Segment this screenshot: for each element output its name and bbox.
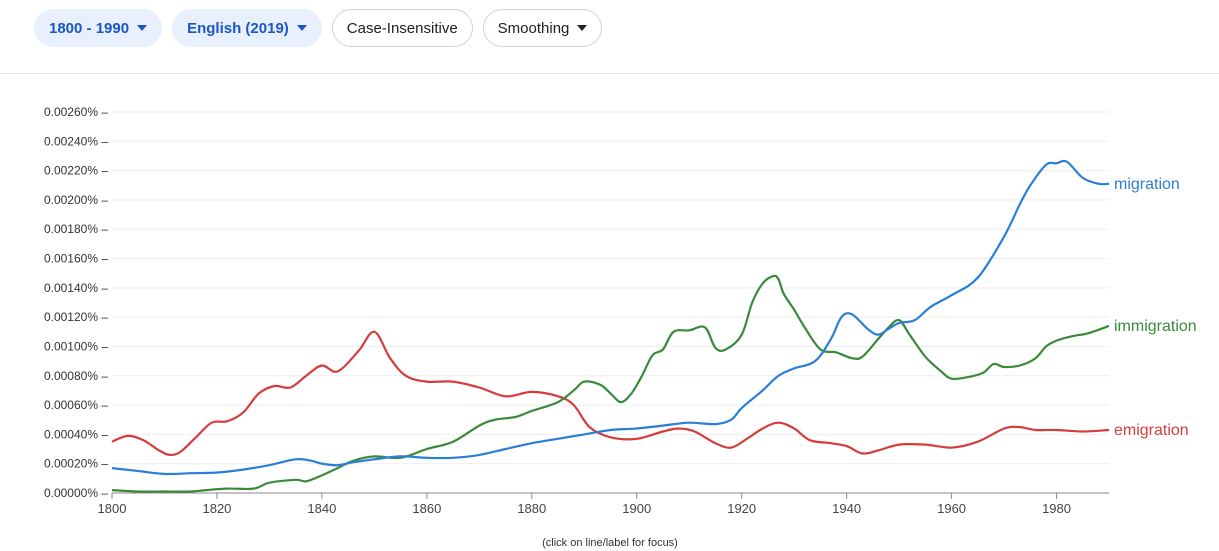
y-tick-label: 0.00220% – <box>44 164 108 178</box>
series-lines[interactable] <box>111 159 1110 493</box>
x-tick-label: 1860 <box>412 501 441 516</box>
y-tick-label: 0.00080% – <box>44 369 108 383</box>
y-tick-label: 0.00060% – <box>44 398 108 412</box>
caret-down-icon <box>296 25 307 31</box>
x-tick-label: 1880 <box>517 501 546 516</box>
series-label-immigration[interactable]: immigration <box>1114 318 1197 335</box>
y-tick-label: 0.00020% – <box>44 457 108 471</box>
case-insensitive-toggle[interactable]: Case-Insensitive <box>331 9 473 47</box>
y-tick-label: 0.00160% – <box>44 252 108 266</box>
y-tick-label: 0.00000% – <box>44 486 108 500</box>
caret-down-icon <box>577 25 588 31</box>
series-labels[interactable]: emigration immigration migration <box>1114 176 1197 439</box>
y-tick-label: 0.00240% – <box>44 134 108 148</box>
x-tick-label: 1960 <box>937 501 966 516</box>
corpus-dropdown[interactable]: English (2019) <box>172 9 322 47</box>
toolbar: 1800 - 1990 English (2019) Case-Insensit… <box>34 8 603 48</box>
series-line-immigration[interactable] <box>111 274 1110 493</box>
y-tick-label: 0.00180% – <box>44 222 108 236</box>
x-tick-label: 1980 <box>1042 501 1071 516</box>
x-tick-label: 1920 <box>727 501 756 516</box>
focus-hint: (click on line/label for focus) <box>542 537 678 549</box>
grid-lines <box>112 111 1109 465</box>
y-tick-label: 0.00100% – <box>44 339 108 353</box>
caret-down-icon <box>137 25 148 31</box>
series-label-emigration[interactable]: emigration <box>1114 422 1189 439</box>
y-tick-label: 0.00260% – <box>44 105 108 119</box>
y-tick-label: 0.00040% – <box>44 427 108 441</box>
x-tick-label: 1800 <box>98 501 127 516</box>
y-tick-label: 0.00200% – <box>44 193 108 207</box>
smoothing-dropdown[interactable]: Smoothing <box>482 9 603 47</box>
y-tick-label: 0.00120% – <box>44 310 108 324</box>
case-insensitive-label: Case-Insensitive <box>346 19 458 37</box>
x-tick-label: 1900 <box>622 501 651 516</box>
series-line-emigration[interactable] <box>111 330 1110 457</box>
x-tick-label: 1820 <box>202 501 231 516</box>
corpus-label: English (2019) <box>187 19 289 37</box>
series-line-migration[interactable] <box>111 159 1110 476</box>
y-tick-label: 0.00140% – <box>44 281 108 295</box>
x-tick-label: 1940 <box>832 501 861 516</box>
x-tick-label: 1840 <box>307 501 336 516</box>
year-range-label: 1800 - 1990 <box>49 19 130 37</box>
smoothing-label: Smoothing <box>497 19 570 37</box>
toolbar-divider <box>0 73 1219 74</box>
series-label-migration[interactable]: migration <box>1114 176 1180 193</box>
chart-axes: 0.00000% – 0.00020% – 0.00040% – 0.00060% –… <box>44 105 1109 516</box>
year-range-dropdown[interactable]: 1800 - 1990 <box>34 9 163 47</box>
